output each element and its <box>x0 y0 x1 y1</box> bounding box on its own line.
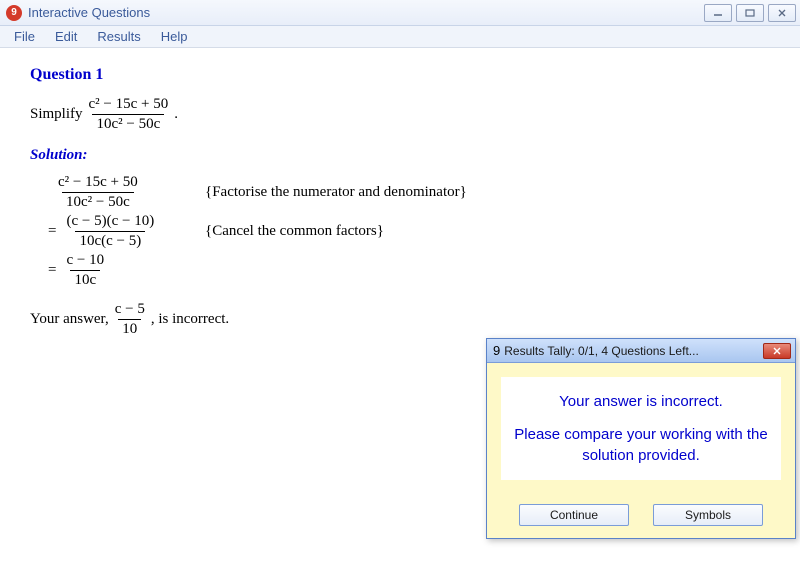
solution-step-3: = c − 10 10c <box>30 252 770 289</box>
feedback-line: Your answer, c − 5 10 , is incorrect. <box>30 301 770 338</box>
prompt-suffix: . <box>174 106 178 123</box>
step2-numerator: (c − 5)(c − 10) <box>62 213 158 231</box>
minimize-icon <box>713 9 723 17</box>
dialog-buttons: Continue Symbols <box>487 494 795 538</box>
dialog-body: Your answer is incorrect. Please compare… <box>487 363 795 494</box>
menubar: File Edit Results Help <box>0 26 800 48</box>
user-answer-denominator: 10 <box>118 319 141 338</box>
close-button[interactable] <box>768 4 796 22</box>
question-prompt: Simplify c² − 15c + 50 10c² − 50c . <box>30 96 770 133</box>
step3-lead: = <box>48 262 56 279</box>
dialog-title: Results Tally: 0/1, 4 Questions Left... <box>504 344 763 358</box>
menu-edit[interactable]: Edit <box>45 27 87 46</box>
step2-fraction: (c − 5)(c − 10) 10c(c − 5) <box>62 213 158 250</box>
step1-annotation: {Factorise the numerator and denominator… <box>205 184 467 201</box>
dialog-message-line1: Your answer is incorrect. <box>509 391 773 412</box>
window-controls <box>704 4 796 22</box>
dialog-message-line2: Please compare your working with the sol… <box>509 424 773 466</box>
window-title: Interactive Questions <box>28 5 704 20</box>
titlebar: 9 Interactive Questions <box>0 0 800 26</box>
step1-denominator: 10c² − 50c <box>62 192 134 211</box>
step2-lead: = <box>48 223 56 240</box>
step3-denominator: 10c <box>70 270 100 289</box>
step1-numerator: c² − 15c + 50 <box>54 174 142 192</box>
maximize-button[interactable] <box>736 4 764 22</box>
feedback-suffix: , is incorrect. <box>151 311 229 328</box>
step1-fraction: c² − 15c + 50 10c² − 50c <box>54 174 142 211</box>
minimize-button[interactable] <box>704 4 732 22</box>
prompt-fraction: c² − 15c + 50 10c² − 50c <box>85 96 173 133</box>
dialog-app-icon: 9 <box>493 343 500 358</box>
menu-help[interactable]: Help <box>151 27 198 46</box>
dialog-titlebar: 9 Results Tally: 0/1, 4 Questions Left..… <box>487 339 795 363</box>
dialog-message: Your answer is incorrect. Please compare… <box>501 377 781 480</box>
prompt-denominator: 10c² − 50c <box>92 114 164 133</box>
user-answer-numerator: c − 5 <box>111 301 149 319</box>
solution-step-1: c² − 15c + 50 10c² − 50c {Factorise the … <box>30 174 770 211</box>
symbols-button[interactable]: Symbols <box>653 504 763 526</box>
feedback-prefix: Your answer, <box>30 311 109 328</box>
close-icon <box>777 9 787 17</box>
prompt-prefix: Simplify <box>30 106 83 123</box>
step2-denominator: 10c(c − 5) <box>75 231 145 250</box>
solution-step-2: = (c − 5)(c − 10) 10c(c − 5) {Cancel the… <box>30 213 770 250</box>
app-icon: 9 <box>6 5 22 21</box>
menu-file[interactable]: File <box>4 27 45 46</box>
step2-annotation: {Cancel the common factors} <box>205 223 384 240</box>
continue-button[interactable]: Continue <box>519 504 629 526</box>
menu-results[interactable]: Results <box>87 27 150 46</box>
dialog-close-button[interactable] <box>763 343 791 359</box>
step3-fraction: c − 10 10c <box>62 252 108 289</box>
prompt-numerator: c² − 15c + 50 <box>85 96 173 114</box>
question-heading: Question 1 <box>30 66 770 84</box>
solution-heading: Solution: <box>30 147 770 164</box>
user-answer-fraction: c − 5 10 <box>111 301 149 338</box>
results-dialog: 9 Results Tally: 0/1, 4 Questions Left..… <box>486 338 796 539</box>
close-icon <box>772 347 782 355</box>
maximize-icon <box>745 9 755 17</box>
step3-numerator: c − 10 <box>62 252 108 270</box>
